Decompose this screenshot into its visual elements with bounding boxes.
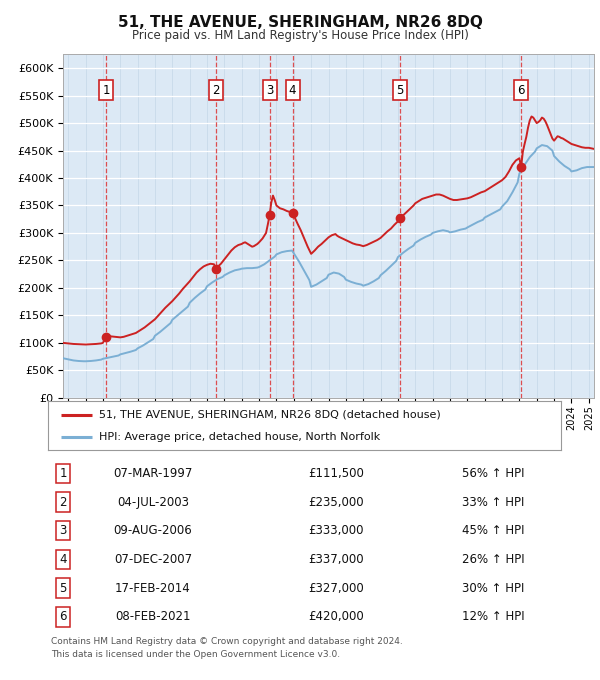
Text: 4: 4 <box>59 553 67 566</box>
Text: 51, THE AVENUE, SHERINGHAM, NR26 8DQ (detached house): 51, THE AVENUE, SHERINGHAM, NR26 8DQ (de… <box>100 410 441 420</box>
Text: 09-AUG-2006: 09-AUG-2006 <box>113 524 193 537</box>
Text: £333,000: £333,000 <box>308 524 364 537</box>
Text: 45% ↑ HPI: 45% ↑ HPI <box>462 524 524 537</box>
Text: 17-FEB-2014: 17-FEB-2014 <box>115 581 191 594</box>
Text: 5: 5 <box>397 84 404 97</box>
Text: 12% ↑ HPI: 12% ↑ HPI <box>462 610 524 623</box>
Text: 2: 2 <box>212 84 220 97</box>
Text: 5: 5 <box>59 581 67 594</box>
Text: 30% ↑ HPI: 30% ↑ HPI <box>462 581 524 594</box>
Text: HPI: Average price, detached house, North Norfolk: HPI: Average price, detached house, Nort… <box>100 432 380 443</box>
Text: £111,500: £111,500 <box>308 467 364 480</box>
Text: £420,000: £420,000 <box>308 610 364 623</box>
Text: Price paid vs. HM Land Registry's House Price Index (HPI): Price paid vs. HM Land Registry's House … <box>131 29 469 42</box>
Text: 51, THE AVENUE, SHERINGHAM, NR26 8DQ: 51, THE AVENUE, SHERINGHAM, NR26 8DQ <box>118 15 482 30</box>
Text: £337,000: £337,000 <box>308 553 364 566</box>
Text: 3: 3 <box>59 524 67 537</box>
Text: 07-DEC-2007: 07-DEC-2007 <box>114 553 192 566</box>
Text: 3: 3 <box>266 84 274 97</box>
Text: 04-JUL-2003: 04-JUL-2003 <box>117 496 189 509</box>
Text: Contains HM Land Registry data © Crown copyright and database right 2024.: Contains HM Land Registry data © Crown c… <box>51 637 403 646</box>
Text: 26% ↑ HPI: 26% ↑ HPI <box>462 553 524 566</box>
Text: 33% ↑ HPI: 33% ↑ HPI <box>462 496 524 509</box>
Text: 07-MAR-1997: 07-MAR-1997 <box>113 467 193 480</box>
Text: 2: 2 <box>59 496 67 509</box>
Text: 1: 1 <box>59 467 67 480</box>
Text: 56% ↑ HPI: 56% ↑ HPI <box>462 467 524 480</box>
Text: This data is licensed under the Open Government Licence v3.0.: This data is licensed under the Open Gov… <box>51 650 340 659</box>
Text: 1: 1 <box>103 84 110 97</box>
Text: 6: 6 <box>517 84 525 97</box>
Text: 4: 4 <box>289 84 296 97</box>
Text: 6: 6 <box>59 610 67 623</box>
Text: 08-FEB-2021: 08-FEB-2021 <box>115 610 191 623</box>
Text: £327,000: £327,000 <box>308 581 364 594</box>
Text: £235,000: £235,000 <box>308 496 364 509</box>
